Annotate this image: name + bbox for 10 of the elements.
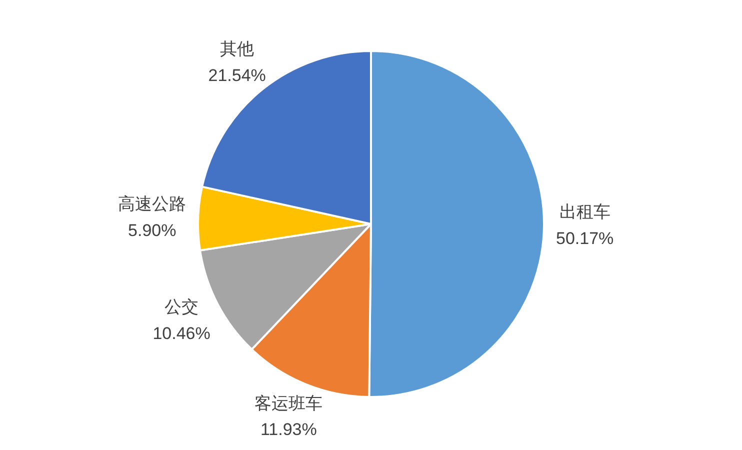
slice-label: 公交 — [164, 298, 199, 317]
slice-label: 客运班车 — [254, 394, 323, 413]
data-label: 10.46% — [152, 324, 210, 343]
slice-label: 高速公路 — [118, 194, 186, 214]
data-label: 11.93% — [260, 420, 317, 440]
slice-label: 其他 — [220, 39, 254, 58]
data-label: 21.54% — [208, 66, 266, 85]
slice-label: 出租车 — [559, 202, 610, 222]
data-label: 5.90% — [128, 221, 176, 240]
data-label: 50.17% — [556, 228, 614, 248]
